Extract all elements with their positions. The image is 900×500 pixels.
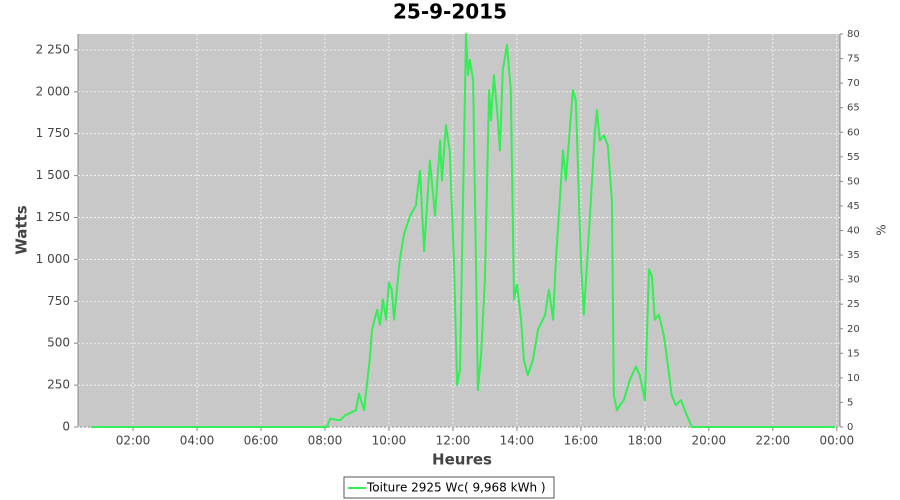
y-tick-label: 2 000 [36, 84, 70, 98]
x-tick-label: 12:00 [436, 434, 471, 448]
x-tick-label: 20:00 [692, 434, 727, 448]
y2-tick-label: 25 [847, 299, 860, 310]
x-tick-label: 10:00 [372, 434, 407, 448]
y2-tick-label: 20 [847, 324, 860, 335]
y2-tick-label: 65 [847, 103, 860, 114]
y-tick-label: 1 250 [36, 210, 70, 224]
y2-tick-label: 45 [847, 201, 860, 212]
x-tick-label: 06:00 [244, 434, 279, 448]
chart-title: 25-9-2015 [393, 0, 507, 24]
legend-label: Toiture 2925 Wc( 9,968 kWh ) [366, 481, 546, 495]
y2-axis-label: % [875, 224, 889, 235]
x-tick-label: 22:00 [756, 434, 791, 448]
y-tick-label: 500 [47, 336, 70, 350]
y-tick-label: 1 500 [36, 168, 70, 182]
series-line [91, 33, 835, 428]
y-tick-label: 1 000 [36, 252, 70, 266]
x-tick-label: 16:00 [564, 434, 599, 448]
y2-tick-label: 35 [847, 250, 860, 261]
y2-tick-label: 60 [847, 127, 860, 138]
legend [343, 476, 555, 499]
y2-tick-label: 0 [847, 422, 853, 433]
y-tick-label: 750 [47, 294, 70, 308]
y2-tick-label: 30 [847, 275, 860, 286]
plot-area [78, 34, 840, 427]
y-tick-label: 0 [62, 420, 70, 434]
y2-tick-label: 55 [847, 152, 860, 163]
y-tick-label: 250 [47, 378, 70, 392]
y2-tick-label: 5 [847, 397, 853, 408]
y2-tick-label: 10 [847, 373, 860, 384]
x-tick-label: 14:00 [500, 434, 535, 448]
x-tick-label: 08:00 [308, 434, 343, 448]
x-tick-label: 02:00 [116, 434, 151, 448]
y2-tick-label: 15 [847, 348, 860, 359]
y2-tick-label: 70 [847, 78, 860, 89]
y2-tick-label: 75 [847, 54, 860, 65]
x-tick-label: 04:00 [180, 434, 215, 448]
x-tick-label: 18:00 [628, 434, 663, 448]
y-tick-label: 2 250 [36, 42, 70, 56]
y-tick-label: 1 750 [36, 126, 70, 140]
x-axis-label: Heures [432, 451, 492, 469]
y2-tick-label: 50 [847, 176, 860, 187]
y2-tick-label: 40 [847, 226, 860, 237]
x-tick-label: 00:00 [820, 434, 855, 448]
y2-tick-label: 80 [847, 29, 860, 40]
y-axis-label: Watts [13, 205, 31, 254]
